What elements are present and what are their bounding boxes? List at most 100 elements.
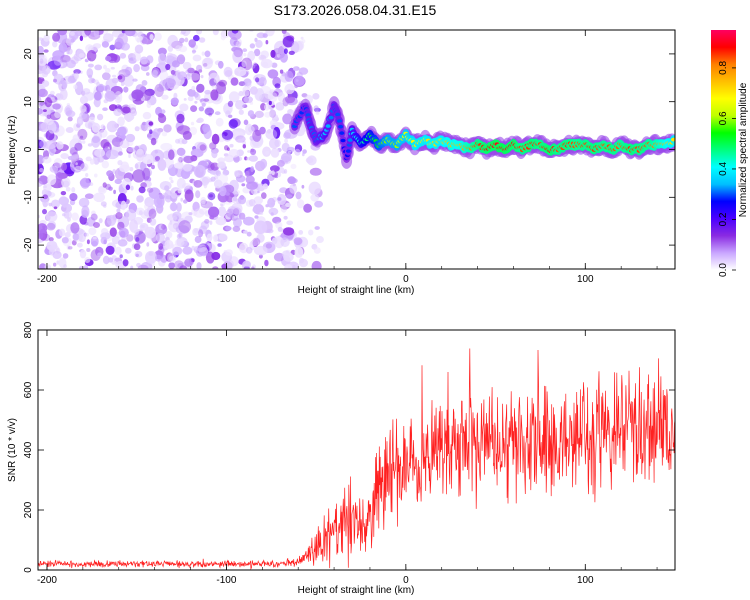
noise-cell (67, 246, 73, 250)
noise-cell (122, 106, 131, 114)
noise-cell (255, 39, 263, 48)
noise-cell (64, 232, 71, 238)
noise-cell (225, 213, 232, 220)
noise-cell (177, 71, 188, 81)
noise-cell (178, 157, 184, 163)
noise-cell (86, 239, 90, 245)
noise-cell (39, 58, 44, 64)
noise-cell (71, 212, 79, 221)
noise-cell (196, 64, 203, 72)
noise-cell (85, 173, 89, 177)
noise-cell (289, 183, 298, 194)
noise-cell (238, 212, 246, 220)
noise-cell (64, 105, 73, 116)
noise-cell (256, 183, 266, 192)
noise-cell (175, 138, 181, 144)
noise-cell (253, 48, 261, 57)
noise-cell (248, 155, 258, 162)
noise-cell (38, 232, 44, 239)
noise-cell (270, 212, 274, 217)
noise-cell (97, 156, 105, 163)
noise-cell (210, 89, 219, 101)
spectrogram-y-tick-label: -20 (23, 237, 34, 252)
noise-cell (133, 243, 141, 251)
noise-cell (186, 73, 191, 80)
noise-cell (281, 152, 292, 162)
noise-cell (84, 30, 92, 36)
noise-cell (43, 49, 49, 53)
noise-cell (267, 197, 276, 208)
noise-cell (134, 250, 143, 258)
noise-cell (161, 94, 169, 100)
noise-cell (242, 48, 248, 53)
signal-peak-cell (340, 138, 346, 143)
noise-cell (235, 100, 245, 110)
noise-cell (158, 112, 165, 118)
noise-cell (169, 176, 173, 181)
snr-x-ticks: -200 -100 0 100 (37, 330, 658, 586)
signal-peak-cell (337, 119, 342, 123)
noise-cell (248, 199, 256, 207)
noise-cell (168, 262, 176, 269)
noise-cell (237, 195, 247, 205)
noise-cell (52, 41, 58, 48)
noise-cell (88, 74, 93, 79)
noise-cell (48, 202, 53, 207)
noise-cell (208, 206, 220, 218)
noise-cell (94, 91, 102, 101)
noise-cell (87, 143, 93, 147)
noise-cell (283, 227, 295, 236)
noise-cell (235, 135, 246, 143)
noise-cell (105, 67, 111, 74)
colorbar-tick-label: 0.0 (718, 263, 729, 277)
noise-cell (142, 151, 147, 157)
noise-cell (201, 102, 206, 107)
noise-cell (246, 82, 252, 88)
noise-cell (232, 196, 238, 202)
noise-cell (203, 126, 212, 140)
noise-cell (276, 53, 281, 58)
noise-cell (149, 233, 158, 242)
noise-cell (107, 257, 114, 263)
noise-cell (291, 40, 303, 53)
noise-cell (201, 51, 205, 56)
noise-cell (277, 197, 282, 201)
noise-cell (270, 49, 276, 58)
noise-cell (254, 220, 268, 235)
noise-cell (155, 254, 162, 262)
noise-cell (128, 153, 131, 159)
noise-cell (262, 183, 268, 190)
noise-cell (204, 89, 212, 95)
spectrogram-y-tick-label: 20 (23, 48, 34, 60)
noise-cell (274, 139, 281, 148)
noise-cell (213, 234, 219, 242)
noise-cell (250, 148, 257, 156)
noise-cell (160, 142, 173, 151)
noise-cell (280, 204, 287, 213)
noise-cell (290, 163, 297, 170)
noise-cell (200, 75, 204, 79)
noise-cell (67, 48, 73, 55)
noise-cell (187, 67, 195, 74)
noise-cell (130, 109, 138, 117)
snr-y-tick-label: 200 (23, 501, 34, 518)
snr-y-tick-label: 0 (23, 567, 34, 573)
noise-cell (218, 233, 228, 241)
noise-cell (204, 50, 211, 58)
noise-cell (38, 154, 45, 165)
noise-cell (215, 170, 221, 177)
noise-cell (111, 255, 117, 260)
noise-cell (250, 64, 256, 69)
noise-cell (269, 109, 277, 118)
noise-cell (119, 164, 131, 173)
noise-cell (283, 48, 288, 54)
noise-cell (252, 129, 262, 142)
noise-cell (294, 75, 305, 87)
noise-cell (46, 222, 56, 231)
colorbar-tick-label: 0.8 (718, 61, 729, 75)
noise-cell (80, 177, 90, 189)
noise-cell (213, 78, 219, 83)
noise-cell (93, 192, 105, 203)
noise-cell (100, 201, 107, 207)
noise-cell (183, 98, 187, 101)
